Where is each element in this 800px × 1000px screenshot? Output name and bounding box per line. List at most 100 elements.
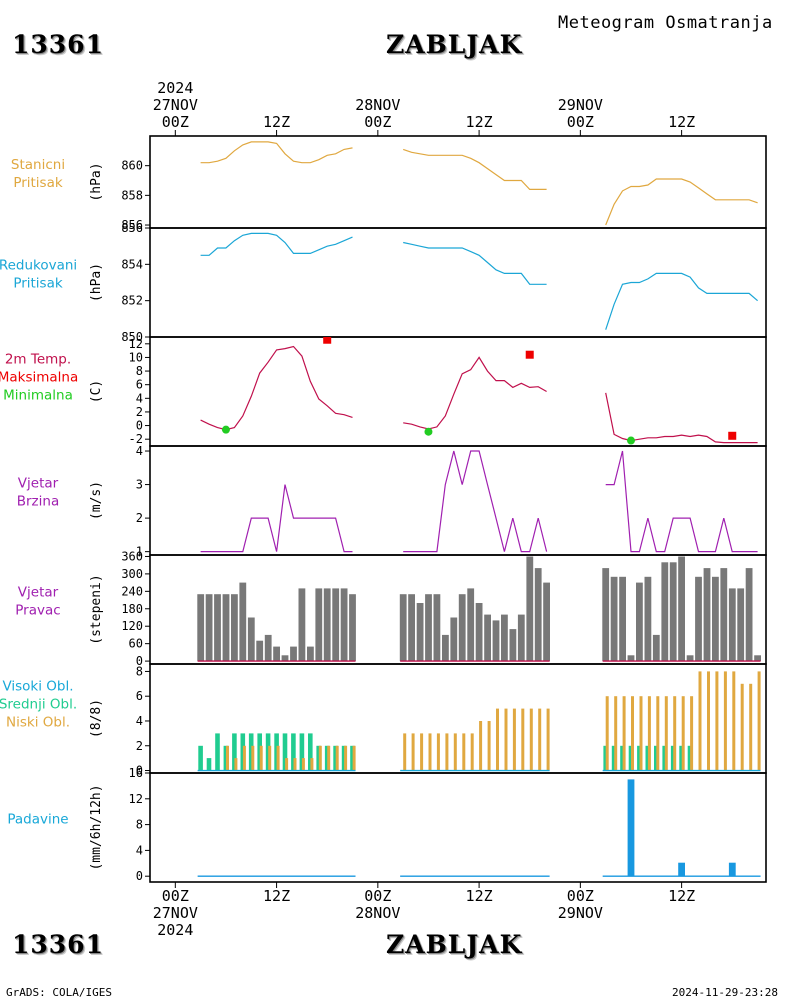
y-tick-label: -2 xyxy=(129,432,143,446)
data-bar xyxy=(538,708,542,771)
data-bar xyxy=(433,594,441,662)
data-bar xyxy=(420,733,424,771)
data-bar xyxy=(715,671,719,771)
x-time-label-bottom: 00Z xyxy=(364,887,391,905)
panel-frame xyxy=(149,772,767,883)
y-tick-label: 8 xyxy=(136,818,143,832)
data-bar xyxy=(504,708,508,771)
panel-unit-label: (C) xyxy=(89,380,104,403)
panel-label: Pritisak xyxy=(13,175,63,191)
series-line xyxy=(605,178,758,226)
station-id-top: 13361 xyxy=(12,30,104,59)
data-bar xyxy=(723,671,727,771)
data-bar xyxy=(637,745,642,771)
data-bar xyxy=(636,582,643,662)
data-bar xyxy=(214,594,221,662)
data-bar xyxy=(661,562,669,662)
data-bar xyxy=(695,576,702,662)
data-bar xyxy=(737,588,745,662)
x-year-label-bottom: 2024 xyxy=(157,921,193,939)
data-bar xyxy=(656,696,660,771)
data-bar xyxy=(639,696,643,771)
panel-wind_speed: 1 2 3 4 (m/s) Vjetar Brzina xyxy=(17,444,767,559)
x-date-label-bottom: 29NOV xyxy=(558,904,603,922)
data-bar xyxy=(264,634,272,662)
max-temp-marker xyxy=(525,350,534,359)
panel-label: Padavine xyxy=(7,812,68,828)
data-bar xyxy=(602,568,610,662)
data-bar xyxy=(416,603,424,662)
panel-data xyxy=(200,450,758,553)
data-bar xyxy=(276,745,280,771)
panel-unit-label: (m/s) xyxy=(89,481,104,520)
data-bar xyxy=(350,745,355,771)
data-bar xyxy=(318,745,322,771)
data-bar xyxy=(206,758,212,771)
x-date-label-top: 28NOV xyxy=(355,96,400,114)
panel-data xyxy=(200,337,758,445)
y-tick-label: 854 xyxy=(121,257,143,271)
data-bar xyxy=(622,696,626,771)
data-bar xyxy=(652,634,660,662)
data-bar xyxy=(462,733,466,771)
y-tick-label: 0 xyxy=(136,654,143,668)
data-bar xyxy=(673,696,677,771)
data-bar xyxy=(268,745,272,771)
panel-frame xyxy=(149,336,767,447)
x-time-label-top: 12Z xyxy=(668,113,695,131)
x-time-label-bottom: 00Z xyxy=(567,887,594,905)
data-bar xyxy=(678,556,685,662)
x-date-label-top: 29NOV xyxy=(558,96,603,114)
data-bar xyxy=(198,745,203,771)
station-name-top: ZABLJAK xyxy=(386,30,523,59)
x-time-label-bottom: 00Z xyxy=(162,887,189,905)
data-bar xyxy=(323,588,331,662)
data-bar xyxy=(687,745,693,771)
data-bar xyxy=(620,745,625,771)
data-bar xyxy=(647,696,651,771)
y-tick-label: 0 xyxy=(136,419,143,433)
data-bar xyxy=(728,862,736,877)
time-axis-layer: 00Z00Z27NOV27NOV2024202412Z12Z00Z00Z28NO… xyxy=(153,79,695,939)
panels-layer: 856858860(hPa)StanicniPritisak8508528548… xyxy=(0,135,767,883)
y-tick-label: 4 xyxy=(136,714,143,728)
data-bar xyxy=(757,671,761,771)
data-bar xyxy=(645,745,651,771)
data-bar xyxy=(310,758,314,771)
data-bar xyxy=(664,696,668,771)
panel-frame xyxy=(149,227,767,338)
panel-label: Brzina xyxy=(17,494,59,510)
data-bar xyxy=(335,745,339,771)
data-bar xyxy=(315,588,323,662)
panel-data xyxy=(197,779,761,877)
y-tick-label: 16 xyxy=(129,766,143,780)
data-bar xyxy=(340,588,348,662)
panel-label: Vjetar xyxy=(18,476,59,492)
y-tick-label: 0 xyxy=(136,764,143,778)
max-temp-marker xyxy=(728,431,737,440)
data-bar xyxy=(231,594,238,662)
data-bar xyxy=(501,614,508,662)
y-tick-label: 120 xyxy=(121,619,143,633)
series-line xyxy=(605,272,758,330)
y-tick-label: 4 xyxy=(136,843,143,857)
data-bar xyxy=(281,655,289,662)
series-line xyxy=(403,356,547,430)
data-bar xyxy=(215,733,220,771)
x-time-label-top: 00Z xyxy=(162,113,189,131)
panel-unit-label: (hPa) xyxy=(89,263,104,302)
x-time-label-top: 12Z xyxy=(466,113,493,131)
series-line xyxy=(403,148,547,190)
panel-data xyxy=(200,141,758,226)
data-bar xyxy=(487,721,491,771)
data-bar xyxy=(223,745,229,771)
series-line xyxy=(605,450,758,553)
panel-precip: 0 4 8 12 16 (mm/6h/12h) Padavine xyxy=(7,766,767,883)
y-tick-label: 12 xyxy=(129,792,143,806)
data-bar xyxy=(484,614,491,662)
y-tick-label: 300 xyxy=(121,567,143,581)
meteogram-subtitle: Meteogram Osmatranja xyxy=(558,13,773,33)
data-bar xyxy=(436,733,440,771)
